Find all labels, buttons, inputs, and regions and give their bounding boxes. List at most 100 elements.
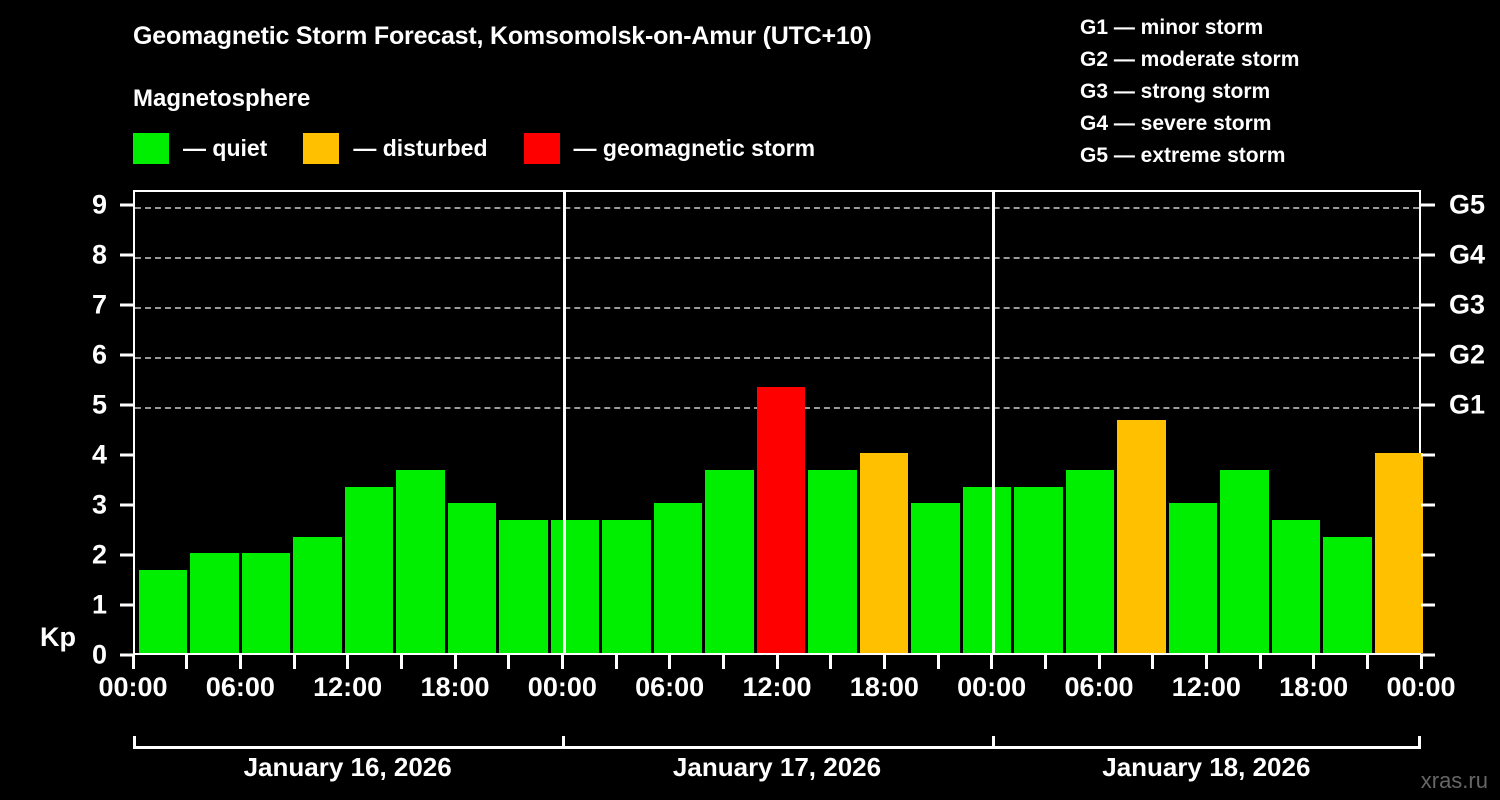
g-tick-G3 (1421, 303, 1435, 307)
y-tick-label-9: 9 (91, 189, 107, 220)
y-tick-0 (120, 653, 133, 657)
legend-label-disturbed: — disturbed (353, 135, 488, 161)
y-tick-label-1: 1 (91, 589, 107, 620)
x-axis-labels: 00:00 06:00 12:00 18:00 00:00 06:00 12:00 18:00… (0, 672, 1500, 712)
x-tick-1 (185, 655, 189, 669)
g-minor-tick-3 (1421, 503, 1435, 507)
bar[interactable] (1014, 486, 1063, 653)
bar[interactable] (911, 503, 960, 653)
g-minor-tick-2 (1421, 553, 1435, 557)
x-tick-21 (1258, 655, 1262, 669)
x-axis-ticks (131, 655, 1423, 669)
x-tick-3 (292, 655, 296, 669)
x-tick-label-9: 06:00 (1064, 672, 1134, 702)
bar[interactable] (396, 469, 445, 653)
y-tick-4 (120, 453, 133, 457)
gscale-row-2: G2 — moderate storm (1080, 48, 1300, 71)
magnetosphere-legend-heading: Magnetosphere (133, 85, 311, 112)
x-tick-label-0: 00:00 (98, 672, 168, 702)
bar[interactable] (1323, 536, 1372, 653)
x-tick-10 (668, 655, 672, 669)
y-tick-1 (120, 603, 133, 607)
g-minor-tick-4 (1421, 453, 1435, 457)
bar[interactable] (293, 536, 342, 653)
bar[interactable] (344, 486, 394, 653)
x-tick-22 (1312, 655, 1316, 669)
g-minor-tick-1 (1421, 603, 1435, 607)
bar[interactable] (1065, 469, 1115, 653)
x-tick-5 (399, 655, 403, 669)
g-label-G1: G1 (1449, 389, 1486, 420)
bar[interactable] (756, 386, 806, 653)
day-bracket-cap-1-0 (133, 736, 136, 749)
y-tick-5 (120, 403, 133, 407)
legend-item-storm: — geomagnetic storm (523, 133, 815, 164)
x-tick-24 (1419, 655, 1423, 669)
bar[interactable] (653, 503, 703, 653)
y-tick-label-8: 8 (91, 239, 107, 270)
x-tick-label-10: 12:00 (1171, 672, 1241, 702)
bar[interactable] (1117, 419, 1166, 653)
y-tick-2 (120, 553, 133, 557)
y-tick-8 (120, 253, 133, 257)
bar[interactable] (447, 503, 497, 653)
x-tick-8 (560, 655, 564, 669)
bar[interactable] (1168, 503, 1218, 653)
legend-swatch-disturbed (303, 133, 340, 164)
gscale-row-5: G5 — extreme storm (1080, 144, 1286, 167)
bar[interactable] (190, 553, 239, 653)
page-title: Geomagnetic Storm Forecast, Komsomolsk-o… (133, 22, 872, 50)
date-label-1: January 16, 2026 (243, 752, 452, 782)
g-tick-G1 (1421, 403, 1435, 407)
bar[interactable] (138, 569, 188, 653)
x-tick-4 (346, 655, 350, 669)
legend-item-quiet: — quiet (133, 133, 267, 164)
bar[interactable] (859, 453, 909, 653)
bar[interactable] (241, 553, 291, 653)
date-label-3: January 18, 2026 (1102, 752, 1311, 782)
x-tick-label-2: 12:00 (313, 672, 383, 702)
g-label-G5: G5 (1449, 189, 1486, 220)
x-tick-11 (721, 655, 725, 669)
x-tick-16 (990, 655, 994, 669)
x-tick-14 (882, 655, 886, 669)
legend-item-disturbed: — disturbed (303, 133, 488, 164)
day-bracket-line-2 (562, 746, 992, 749)
y-tick-label-0: 0 (91, 639, 107, 670)
y-tick-label-2: 2 (91, 539, 107, 570)
g-tick-G4 (1421, 253, 1435, 257)
bar[interactable] (499, 519, 548, 653)
x-tick-7 (507, 655, 511, 669)
x-tick-23 (1365, 655, 1369, 669)
bar[interactable] (602, 519, 651, 653)
g-label-G3: G3 (1449, 289, 1486, 320)
legend-label-quiet: — quiet (183, 135, 268, 161)
x-tick-label-5: 06:00 (635, 672, 705, 702)
day-separator-2 (992, 190, 996, 655)
x-tick-label-11: 18:00 (1279, 672, 1349, 702)
y-tick-9 (120, 203, 133, 207)
bar[interactable] (962, 486, 1012, 653)
x-tick-18 (1097, 655, 1101, 669)
gridline-kp-7 (135, 307, 1419, 309)
bar[interactable] (808, 469, 857, 653)
bar[interactable] (1271, 519, 1321, 653)
bar[interactable] (1374, 453, 1424, 653)
day-bracket (133, 736, 1421, 749)
g-tick-G5 (1421, 203, 1435, 207)
x-tick-0 (131, 655, 135, 669)
y-tick-7 (120, 303, 133, 307)
bar[interactable] (705, 469, 754, 653)
bar[interactable] (550, 519, 600, 653)
watermark: xras.ru (1420, 768, 1488, 793)
gridline-kp-8 (135, 257, 1419, 259)
gscale-row-4: G4 — severe storm (1080, 112, 1272, 135)
bar[interactable] (1220, 469, 1269, 653)
x-tick-19 (1151, 655, 1155, 669)
legend-swatch-quiet (133, 133, 169, 164)
y-tick-label-3: 3 (91, 489, 107, 520)
x-tick-13 (829, 655, 833, 669)
y-tick-label-5: 5 (91, 389, 107, 420)
x-tick-2 (238, 655, 242, 669)
bar-series (135, 192, 1424, 653)
